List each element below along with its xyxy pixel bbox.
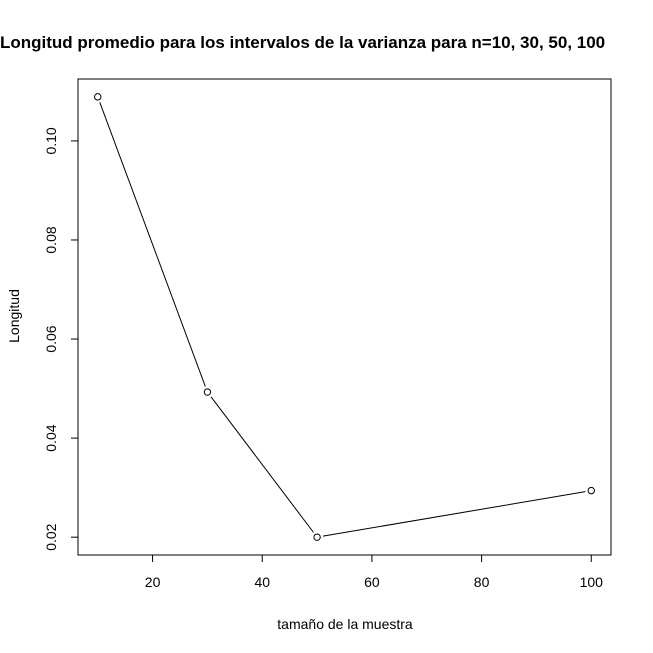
data-point [94, 93, 102, 101]
chart-title: Longitud promedio para los intervalos de… [0, 33, 605, 52]
data-point [587, 486, 595, 495]
plot-frame [77, 78, 612, 556]
data-points [94, 93, 595, 541]
series-line [99, 102, 586, 537]
x-axis-label: tamaño de la muestra [277, 616, 413, 632]
y-tick-label: 0.08 [43, 226, 59, 253]
data-point [313, 533, 321, 541]
y-tick-label: 0.06 [43, 325, 59, 352]
y-tick-label: 0.04 [43, 424, 59, 451]
x-tick-label: 60 [364, 574, 380, 590]
y-tick-label: 0.02 [43, 523, 59, 550]
x-tick-label: 20 [145, 574, 161, 590]
x-axis: 20 40 60 80 100 [145, 555, 603, 590]
x-tick-label: 80 [474, 574, 490, 590]
y-axis-label: Longitud [6, 289, 22, 343]
y-axis: 0.02 0.04 0.06 0.08 0.10 [43, 127, 78, 551]
y-tick-label: 0.10 [43, 127, 59, 154]
data-point [203, 388, 212, 396]
x-tick-label: 40 [254, 574, 270, 590]
x-tick-label: 100 [580, 574, 604, 590]
